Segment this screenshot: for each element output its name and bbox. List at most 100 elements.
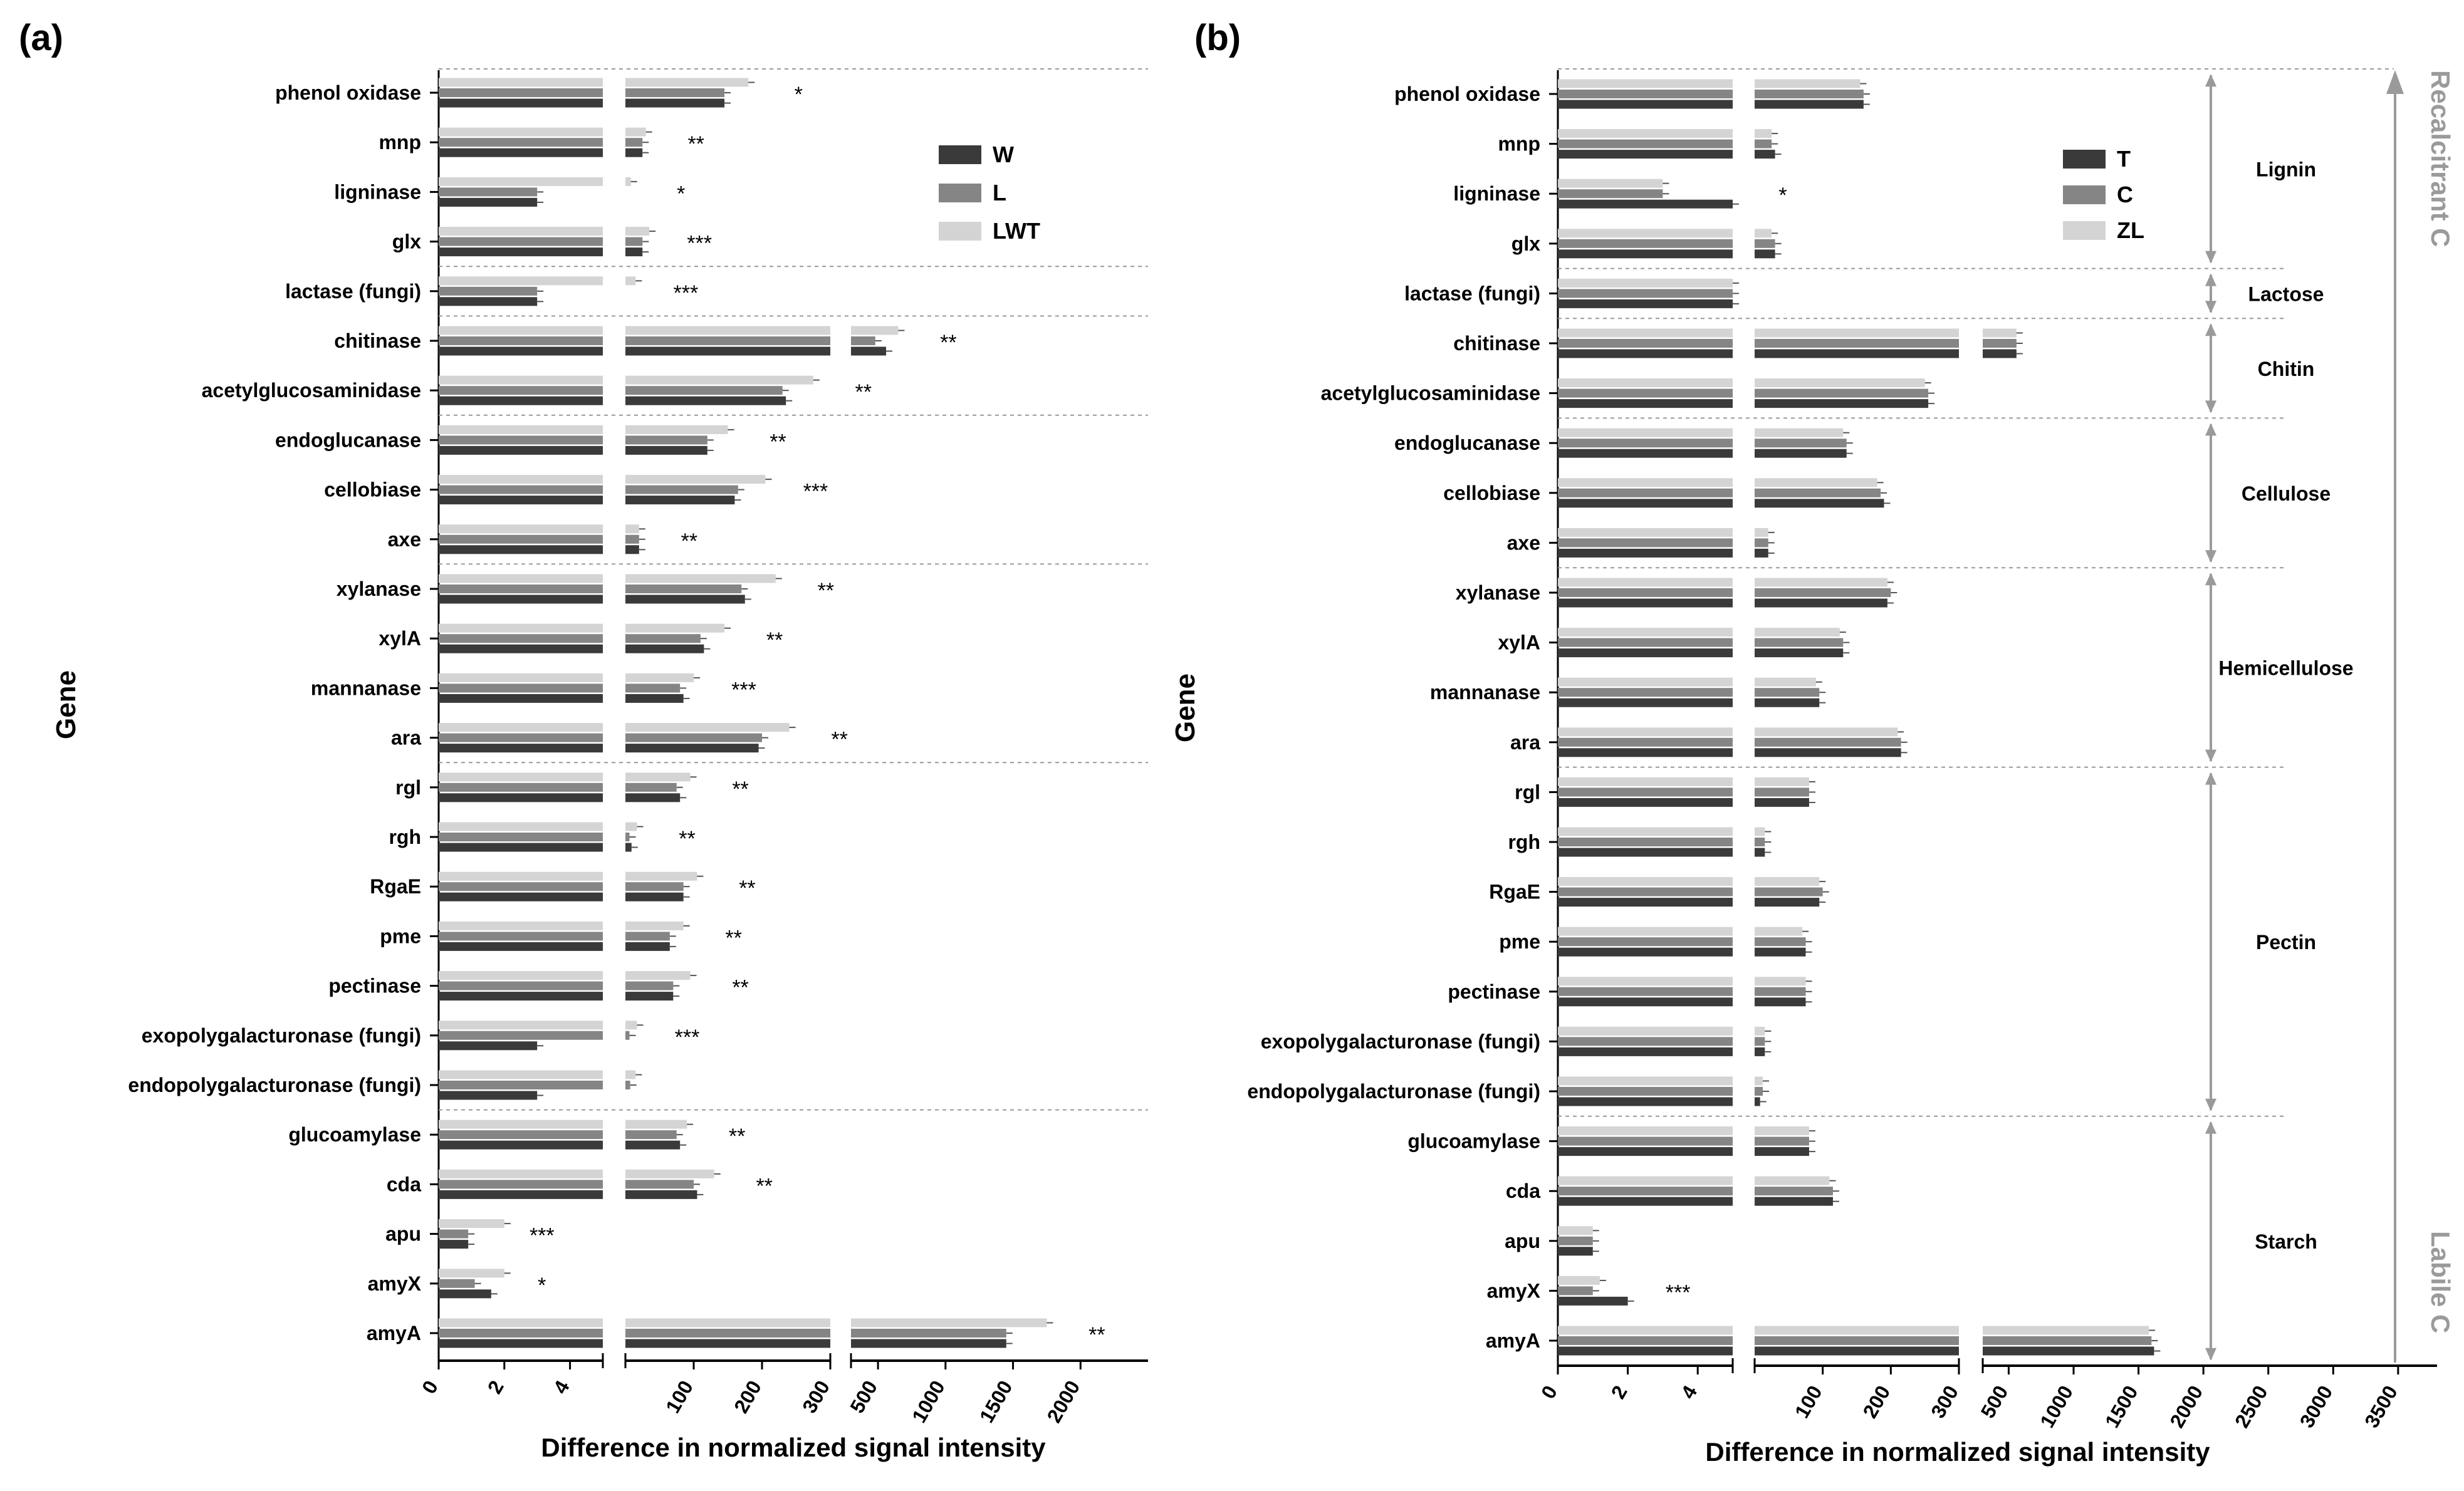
bar-W bbox=[439, 98, 603, 108]
bar-W bbox=[625, 396, 786, 405]
bar-L bbox=[439, 534, 603, 544]
group-arrow-head-up bbox=[2205, 323, 2216, 336]
significance-mark: * bbox=[795, 83, 803, 106]
bar-C bbox=[1558, 90, 1733, 98]
x-tick-label: 200 bbox=[729, 1377, 766, 1417]
significance-mark: ** bbox=[756, 1174, 772, 1198]
bar-T bbox=[1755, 150, 1775, 159]
x-tick-label: 0 bbox=[1537, 1382, 1562, 1403]
bar-C bbox=[1558, 937, 1733, 947]
bar-LWT bbox=[625, 326, 830, 335]
significance-mark: *** bbox=[803, 480, 828, 504]
bar-ZL bbox=[1558, 977, 1733, 986]
bar-ZL bbox=[1558, 777, 1733, 786]
bar-C bbox=[1558, 1037, 1733, 1046]
bar-ZL bbox=[1755, 777, 1809, 786]
x-tick-label: 1500 bbox=[2101, 1382, 2143, 1432]
bar-W bbox=[625, 992, 674, 1001]
bar-L bbox=[439, 1279, 475, 1288]
x-tick-label: 300 bbox=[1926, 1382, 1963, 1422]
bar-W bbox=[625, 445, 707, 455]
category-label: ligninase bbox=[1453, 182, 1540, 205]
bar-L bbox=[625, 882, 684, 891]
bar-T bbox=[1558, 100, 1733, 109]
bar-LWT bbox=[625, 574, 776, 583]
group-arrow-head-up bbox=[2205, 273, 2216, 286]
bar-W bbox=[851, 1339, 1006, 1348]
bar-L bbox=[439, 485, 603, 494]
bar-C bbox=[1558, 787, 1733, 797]
bar-W bbox=[625, 545, 639, 554]
group-label: Chitin bbox=[2258, 358, 2315, 380]
bar-ZL bbox=[1558, 1226, 1593, 1235]
category-label: amyA bbox=[367, 1322, 421, 1344]
bar-L bbox=[439, 88, 603, 97]
bar-ZL bbox=[1558, 1126, 1733, 1136]
bar-ZL bbox=[1755, 727, 1898, 737]
category-label: cda bbox=[387, 1173, 421, 1195]
bar-C bbox=[1755, 1136, 1809, 1146]
bar-T bbox=[1755, 249, 1775, 259]
bar-LWT bbox=[625, 1318, 830, 1327]
bar-ZL bbox=[1558, 79, 1733, 88]
bar-T bbox=[1755, 947, 1806, 957]
category-label: ligninase bbox=[334, 180, 421, 203]
category-label: cda bbox=[1506, 1180, 1540, 1202]
significance-mark: *** bbox=[687, 232, 712, 256]
bar-ZL bbox=[1558, 1026, 1733, 1036]
bar-W bbox=[439, 1289, 491, 1299]
bar-L bbox=[439, 286, 538, 296]
bar-C bbox=[1558, 439, 1733, 448]
bar-T bbox=[1558, 1097, 1733, 1106]
bar-L bbox=[439, 1130, 603, 1140]
group-arrow-head-down bbox=[2205, 1098, 2216, 1111]
bar-L bbox=[625, 584, 742, 593]
bar-ZL bbox=[1558, 1275, 1600, 1285]
bar-ZL bbox=[1558, 827, 1733, 836]
bar-L bbox=[625, 833, 630, 841]
bar-L bbox=[439, 782, 603, 792]
group-label: Starch bbox=[2255, 1230, 2317, 1253]
bar-LWT bbox=[439, 177, 603, 186]
bar-LWT bbox=[625, 971, 691, 980]
bar-C bbox=[1558, 339, 1733, 348]
bar-W bbox=[625, 694, 684, 703]
bar-ZL bbox=[1558, 628, 1733, 637]
legend-label-T: T bbox=[2117, 146, 2131, 172]
bar-LWT bbox=[439, 375, 603, 385]
x-tick-label: 3000 bbox=[2295, 1382, 2337, 1432]
bar-W bbox=[439, 1091, 538, 1100]
group-arrow-head-down bbox=[2205, 301, 2216, 314]
bar-LWT bbox=[625, 127, 646, 137]
bar-W bbox=[625, 744, 759, 753]
significance-mark: *** bbox=[673, 281, 698, 305]
bar-ZL bbox=[1755, 1326, 1959, 1335]
bar-C bbox=[1558, 488, 1733, 497]
bar-C bbox=[1558, 588, 1733, 597]
bar-C bbox=[1755, 239, 1775, 248]
bar-T bbox=[1558, 449, 1733, 458]
x-tick-label: 4 bbox=[1676, 1381, 1701, 1403]
significance-mark: ** bbox=[729, 1125, 745, 1148]
category-label: axe bbox=[388, 528, 421, 551]
significance-mark: *** bbox=[675, 1026, 700, 1049]
bar-C bbox=[1558, 688, 1733, 697]
legend-swatch-L bbox=[939, 184, 981, 202]
category-label: mnp bbox=[378, 131, 421, 153]
category-label: lactase (fungi) bbox=[1404, 282, 1540, 304]
bar-L bbox=[625, 88, 725, 97]
bar-W bbox=[439, 644, 603, 653]
bar-T bbox=[1755, 848, 1765, 857]
category-label: ara bbox=[391, 727, 421, 749]
category-label: xylA bbox=[1498, 631, 1540, 654]
bar-C bbox=[1755, 1037, 1765, 1046]
bar-C bbox=[1755, 388, 1929, 398]
legend-label-LWT: LWT bbox=[993, 218, 1040, 244]
bar-T bbox=[1558, 947, 1733, 957]
category-label: endopolygalacturonase (fungi) bbox=[128, 1074, 421, 1096]
bar-W bbox=[625, 595, 745, 604]
x-tick-label: 200 bbox=[1859, 1382, 1895, 1422]
bar-T bbox=[1558, 548, 1733, 558]
bar-ZL bbox=[1558, 527, 1733, 537]
bar-W bbox=[625, 1140, 681, 1150]
